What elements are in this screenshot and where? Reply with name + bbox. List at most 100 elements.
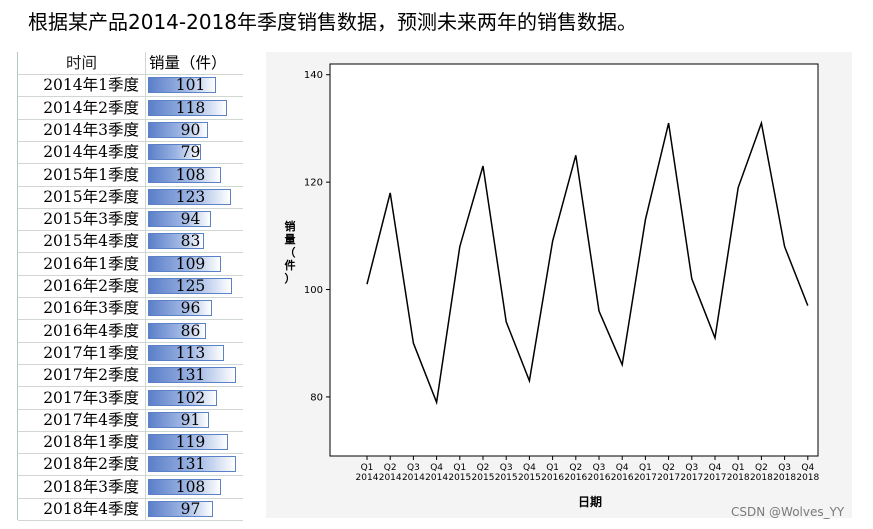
sales-cell[interactable]: 83 xyxy=(147,230,243,252)
data-bar xyxy=(148,411,210,428)
sales-cell[interactable]: 90 xyxy=(147,119,243,141)
period-cell[interactable]: 2017年3季度 xyxy=(18,386,146,409)
table-row[interactable]: 2018年2季度 131 xyxy=(18,453,243,477)
x-tick-year-label: 2015 xyxy=(472,473,495,483)
period-cell[interactable]: 2016年4季度 xyxy=(18,319,146,342)
sales-cell[interactable]: 86 xyxy=(147,320,243,342)
period-cell[interactable]: 2016年1季度 xyxy=(18,252,146,275)
period-cell[interactable]: 2014年4季度 xyxy=(18,141,146,164)
table-row[interactable]: 2016年1季度 109 xyxy=(18,252,243,276)
sales-cell[interactable]: 94 xyxy=(147,208,243,230)
sales-value: 101 xyxy=(175,76,206,95)
period-cell[interactable]: 2018年3季度 xyxy=(18,475,146,498)
table-row[interactable]: 2017年3季度 102 xyxy=(18,386,243,410)
x-tick-year-label: 2018 xyxy=(773,473,796,483)
x-tick-quarter-label: Q2 xyxy=(755,463,768,473)
x-tick-quarter-label: Q4 xyxy=(709,463,722,473)
data-bar xyxy=(148,389,217,406)
sales-cell[interactable]: 119 xyxy=(147,431,243,453)
x-tick-quarter-label: Q4 xyxy=(616,463,629,473)
x-tick-quarter-label: Q3 xyxy=(685,463,698,473)
x-tick-quarter-label: Q3 xyxy=(407,463,420,473)
period-cell[interactable]: 2014年2季度 xyxy=(18,96,146,119)
x-tick-quarter-label: Q2 xyxy=(569,463,582,473)
x-tick-quarter-label: Q1 xyxy=(361,463,374,473)
table-row[interactable]: 2018年4季度 97 xyxy=(18,498,243,521)
sales-cell[interactable]: 123 xyxy=(147,186,243,208)
y-tick-label: 80 xyxy=(310,392,323,403)
period-cell[interactable]: 2015年3季度 xyxy=(18,208,146,231)
sales-value: 123 xyxy=(175,187,206,206)
x-tick-year-label: 2015 xyxy=(518,473,541,483)
sales-cell[interactable]: 125 xyxy=(147,275,243,297)
chart-panel: 80 100 120 140 Q1 2014 Q2 2014 Q3 2014 Q4 2014 Q1 201… xyxy=(266,52,852,518)
table-row[interactable]: 2016年2季度 125 xyxy=(18,275,243,298)
period-cell[interactable]: 2017年1季度 xyxy=(18,341,146,364)
table-row[interactable]: 2018年1季度 119 xyxy=(18,431,243,455)
table-row[interactable]: 2017年1季度 113 xyxy=(18,341,243,365)
x-tick-quarter-label: Q3 xyxy=(593,463,606,473)
x-tick-year-label: 2018 xyxy=(796,473,819,483)
period-cell[interactable]: 2015年1季度 xyxy=(18,163,146,186)
sales-cell[interactable]: 96 xyxy=(147,297,243,319)
data-bar xyxy=(148,322,206,339)
period-cell[interactable]: 2018年1季度 xyxy=(18,431,146,454)
sales-cell[interactable]: 113 xyxy=(147,342,243,364)
period-cell[interactable]: 2018年2季度 xyxy=(18,453,146,476)
sales-cell[interactable]: 109 xyxy=(147,253,243,275)
period-cell[interactable]: 2018年4季度 xyxy=(18,498,146,520)
sales-cell[interactable]: 97 xyxy=(147,498,243,520)
x-tick-year-label: 2017 xyxy=(634,473,657,483)
watermark: CSDN @Wolves_YY xyxy=(731,505,845,519)
sales-cell[interactable]: 101 xyxy=(147,74,243,96)
x-tick-quarter-label: Q1 xyxy=(639,463,652,473)
x-tick-quarter-label: Q2 xyxy=(384,463,397,473)
table-row[interactable]: 2014年4季度 79 xyxy=(18,141,243,165)
sales-cell[interactable]: 108 xyxy=(147,164,243,186)
x-tick-year-label: 2017 xyxy=(704,473,727,483)
sales-cell[interactable]: 79 xyxy=(147,141,243,163)
table-row[interactable]: 2015年4季度 83 xyxy=(18,230,243,254)
sales-value: 125 xyxy=(175,277,206,295)
data-bar xyxy=(148,77,216,94)
table-row[interactable]: 2014年2季度 118 xyxy=(18,96,243,120)
x-tick-year-label: 2015 xyxy=(495,473,518,483)
sales-value: 86 xyxy=(180,321,201,340)
period-cell[interactable]: 2015年2季度 xyxy=(18,185,146,208)
table-row[interactable]: 2015年3季度 94 xyxy=(18,208,243,232)
table-row[interactable]: 2016年3季度 96 xyxy=(18,297,243,321)
sales-value: 102 xyxy=(175,388,206,407)
table-row[interactable]: 2017年4季度 91 xyxy=(18,408,243,432)
plot-area xyxy=(329,63,819,457)
sales-cell[interactable]: 131 xyxy=(147,453,243,475)
data-bar xyxy=(148,367,236,384)
table-row[interactable]: 2015年2季度 123 xyxy=(18,185,243,209)
table-header-row: 时间 销量（件） xyxy=(18,52,243,75)
sales-cell[interactable]: 131 xyxy=(147,364,243,386)
table-row[interactable]: 2015年1季度 108 xyxy=(18,163,243,187)
period-cell[interactable]: 2014年3季度 xyxy=(18,118,146,141)
sales-value: 131 xyxy=(175,455,206,474)
period-cell[interactable]: 2016年3季度 xyxy=(18,297,146,320)
sales-cell[interactable]: 108 xyxy=(147,476,243,498)
table-row[interactable]: 2018年3季度 108 xyxy=(18,475,243,499)
period-cell[interactable]: 2014年1季度 xyxy=(18,74,146,97)
sales-value: 131 xyxy=(175,366,206,385)
sales-value: 83 xyxy=(180,232,201,251)
sales-value: 118 xyxy=(175,98,206,117)
period-cell[interactable]: 2015年4季度 xyxy=(18,230,146,253)
y-axis-label: 销量（件） xyxy=(285,219,296,285)
period-cell[interactable]: 2017年2季度 xyxy=(18,364,146,387)
period-cell[interactable]: 2017年4季度 xyxy=(18,408,146,431)
table-row[interactable]: 2016年4季度 86 xyxy=(18,319,243,343)
sales-cell[interactable]: 118 xyxy=(147,97,243,119)
sales-value: 91 xyxy=(180,410,201,429)
table-row[interactable]: 2014年1季度 101 xyxy=(18,74,243,98)
data-bar xyxy=(148,434,228,451)
period-cell[interactable]: 2016年2季度 xyxy=(18,275,146,297)
sales-cell[interactable]: 91 xyxy=(147,409,243,431)
table-row[interactable]: 2014年3季度 90 xyxy=(18,118,243,142)
table-row[interactable]: 2017年2季度 131 xyxy=(18,364,243,388)
y-tick-label: 120 xyxy=(304,178,323,189)
sales-cell[interactable]: 102 xyxy=(147,387,243,409)
